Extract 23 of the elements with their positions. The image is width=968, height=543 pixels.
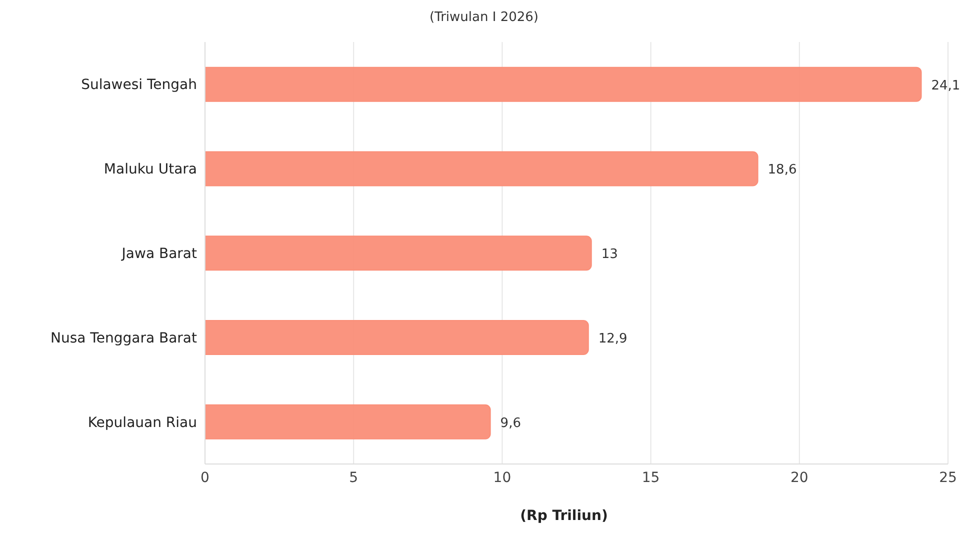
bar bbox=[205, 236, 592, 271]
bar bbox=[205, 404, 491, 440]
data-label: 12,9 bbox=[598, 332, 628, 347]
data-label: 9,6 bbox=[500, 416, 521, 431]
y-tick-label: Kepulauan Riau bbox=[88, 414, 197, 431]
y-tick-label: Sulawesi Tengah bbox=[81, 77, 197, 94]
x-tick-label: 20 bbox=[790, 470, 808, 486]
data-label: 13 bbox=[601, 247, 618, 262]
x-tick-label: 0 bbox=[200, 470, 210, 486]
x-tick-label: 15 bbox=[642, 470, 660, 486]
data-label: 18,6 bbox=[768, 162, 797, 178]
x-tick-label: 25 bbox=[939, 470, 957, 486]
x-axis-title: (Rp Triliun) bbox=[519, 508, 609, 524]
x-tick-label: 10 bbox=[493, 470, 512, 486]
data-label: 24,1 bbox=[931, 78, 960, 94]
bar bbox=[205, 151, 758, 186]
x-tick-label: 5 bbox=[349, 470, 358, 486]
y-tick-label: Jawa Barat bbox=[120, 246, 198, 262]
bar bbox=[205, 66, 922, 102]
chart-subtitle: (Triwulan I 2026) bbox=[428, 9, 540, 27]
y-tick-label: Maluku Utara bbox=[104, 162, 197, 178]
bar bbox=[205, 320, 589, 356]
y-tick-label: Nusa Tenggara Barat bbox=[50, 330, 198, 346]
